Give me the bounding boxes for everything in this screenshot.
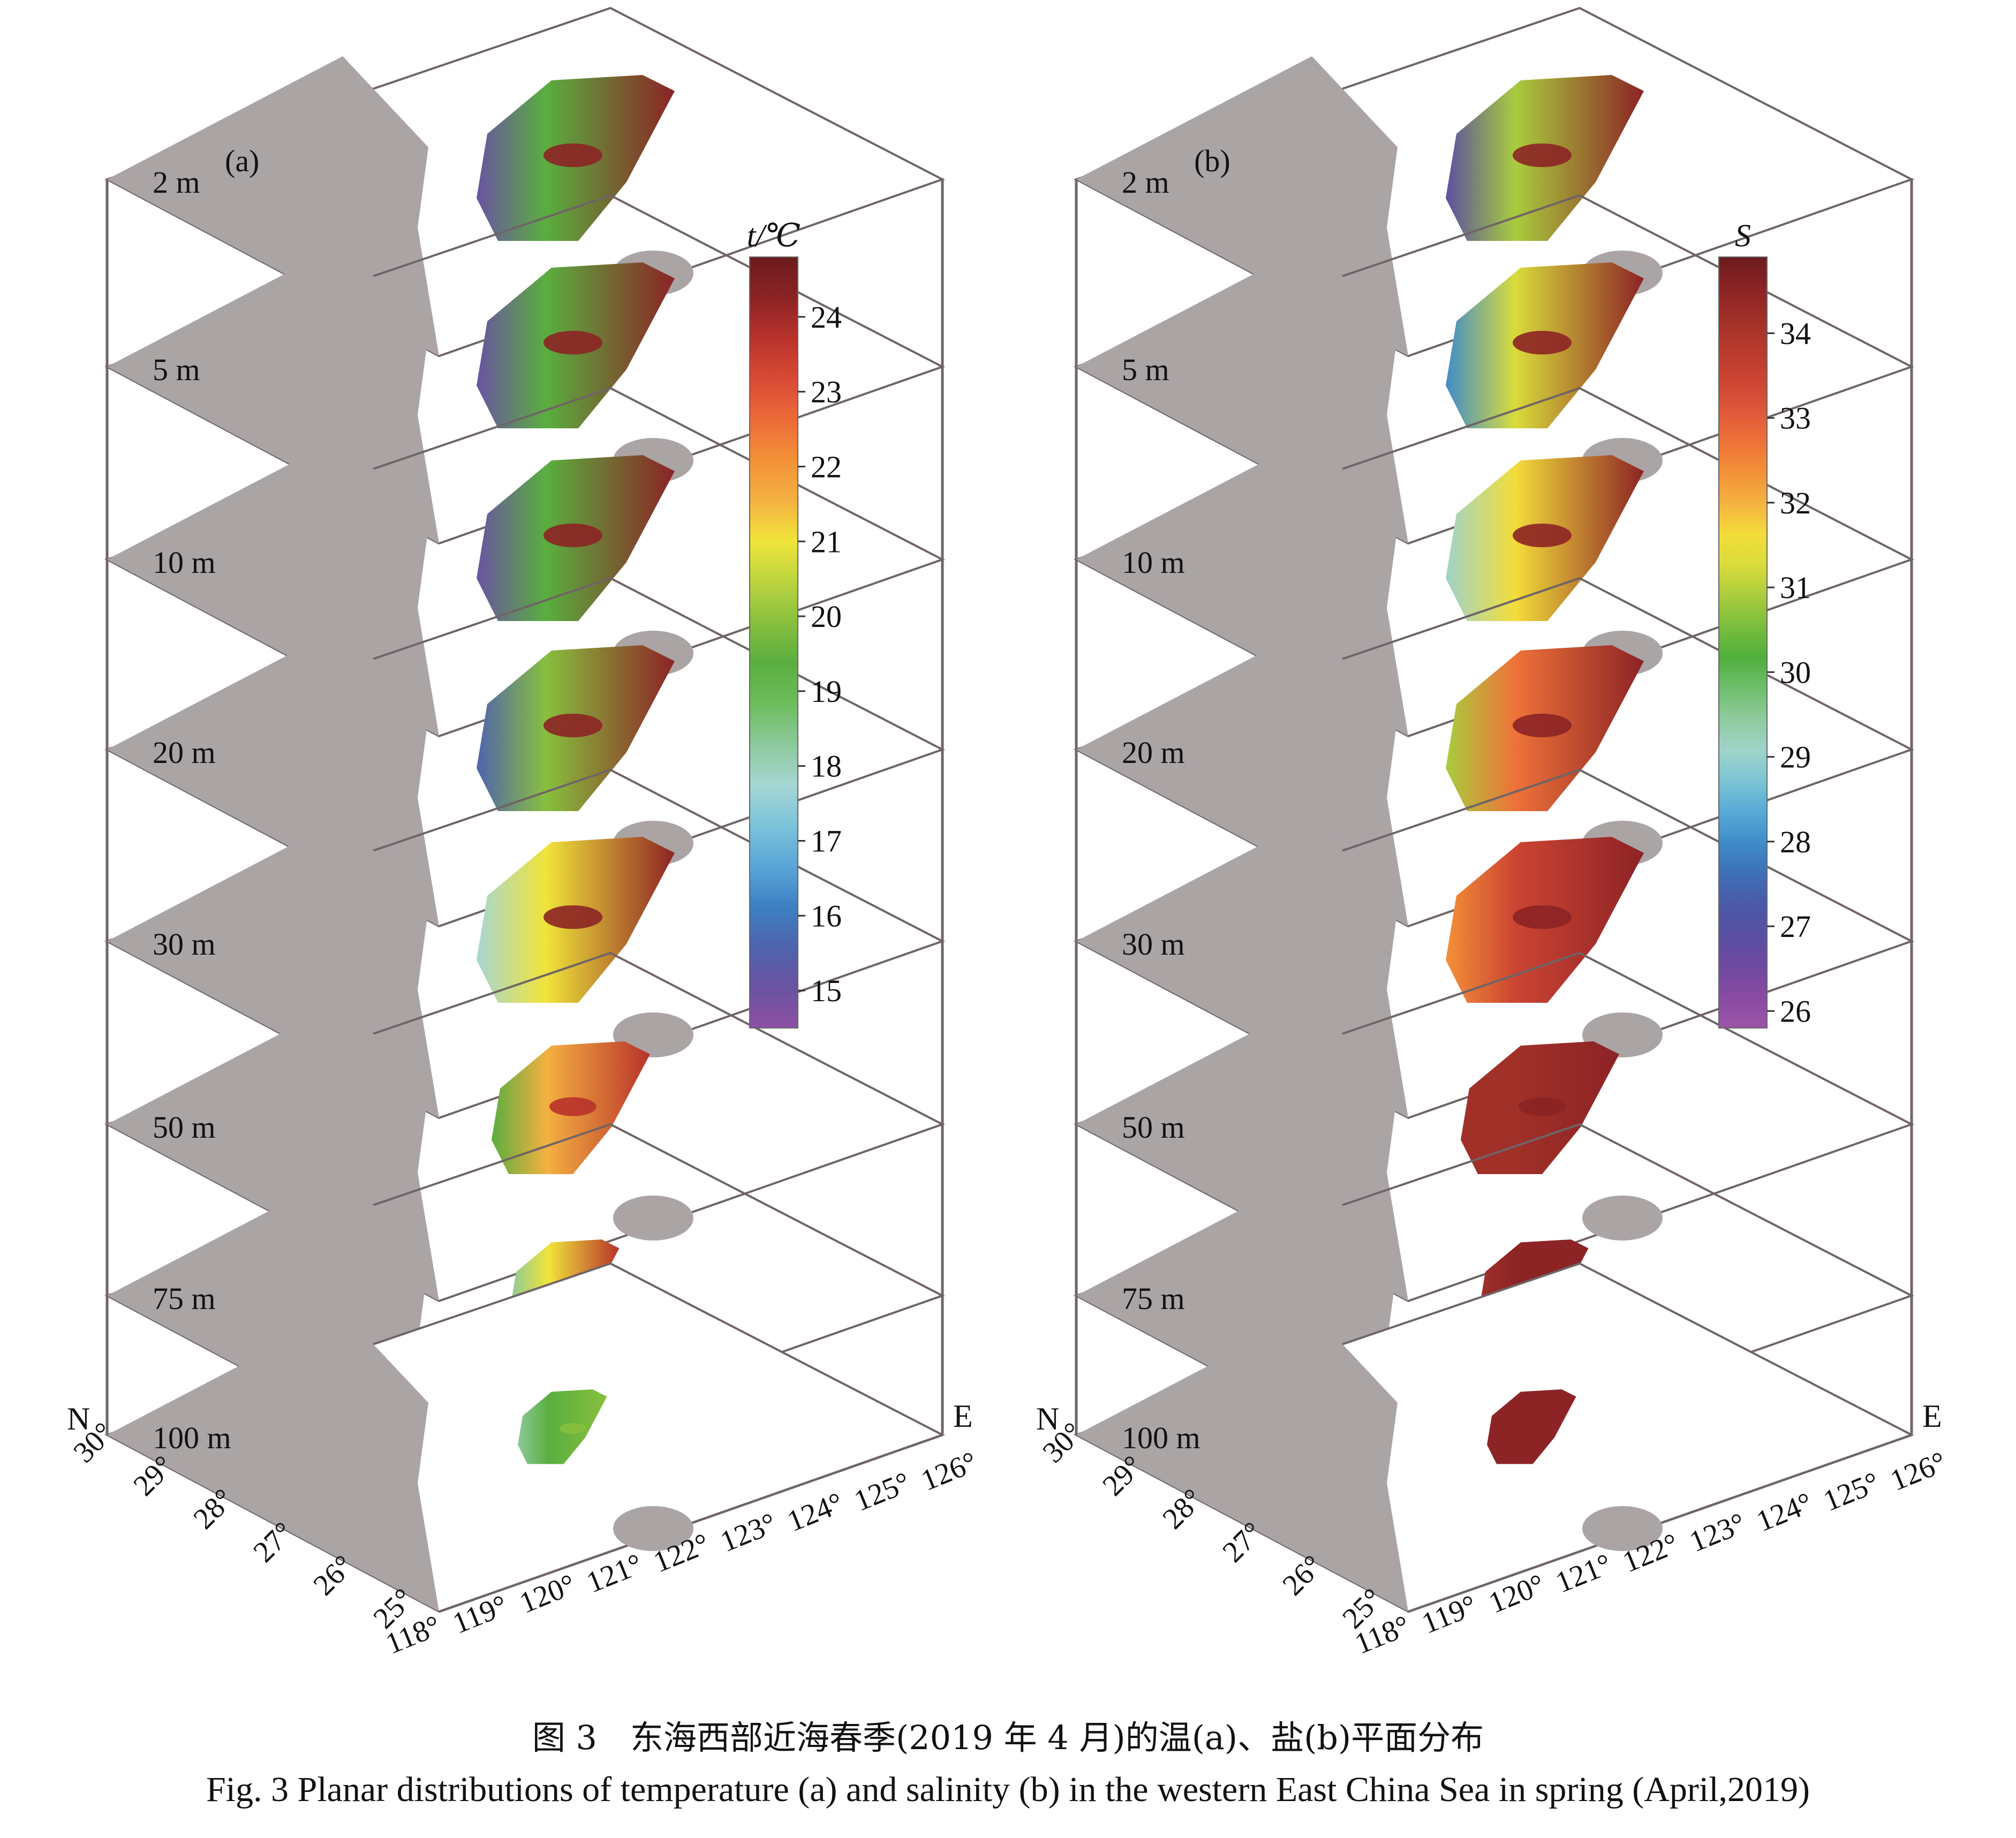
core-marker [560,1423,586,1434]
colorbar-tick-label: 26 [1780,994,1811,1028]
colorbar-tick-label: 15 [811,973,842,1008]
panel-a-temperature: 2 m 5 m 10 m 20 m 30 m 50 m 75 m 100 m (a) t/℃ 24 2… [67,6,982,1661]
colorbar: S 34 33 32 31 30 29 28 27 26 [1718,218,1811,1028]
colorbar-tick-label: 21 [811,524,842,559]
core-marker [543,331,602,354]
lon-tick-label: 125° [1819,1466,1884,1518]
island-shape [613,1506,693,1551]
depth-label: 10 m [153,545,216,580]
core-marker [1513,714,1572,737]
depth-label: 20 m [1122,735,1185,770]
depth-label: 50 m [153,1110,216,1145]
island-shape [613,1196,693,1241]
depth-label: 30 m [153,927,216,962]
colorbar-tick-label: 29 [1780,740,1811,775]
colorbar-tick-label: 19 [811,674,842,709]
colorbar-tick-label: 20 [811,599,842,634]
lon-tick-label: 125° [850,1466,915,1518]
depth-label: 100 m [153,1420,231,1455]
core-marker [1513,905,1572,929]
east-label: E [953,1398,973,1434]
depth-label: 2 m [153,165,200,200]
depth-layer: 100 m [104,1262,946,1613]
lon-tick-label: 123° [716,1507,781,1559]
lon-tick-label: 124° [783,1486,848,1538]
colorbar-tick-label: 22 [811,449,842,484]
depth-label: 75 m [1122,1281,1185,1316]
depth-label: 10 m [1122,545,1185,580]
north-label: N [67,1401,90,1436]
depth-label: 20 m [153,735,216,770]
lon-tick-label: 126° [1886,1446,1951,1497]
colorbar-tick-label: 32 [1780,486,1811,520]
core-marker [543,143,602,167]
colorbar-tick-label: 16 [811,898,842,933]
north-label: N [1036,1401,1059,1436]
core-marker [543,524,602,547]
colorbar-title: t/℃ [747,218,801,253]
depth-layer: 100 m [1073,1262,1915,1613]
colorbar-tick-label: 27 [1780,909,1811,944]
land-mass [107,1312,439,1612]
depth-label: 30 m [1122,927,1185,962]
island-shape [1582,1196,1663,1241]
depth-label: 75 m [153,1281,216,1316]
colorbar-tick-label: 30 [1780,655,1811,690]
colorbar-title: S [1735,218,1751,253]
colorbar-tick-label: 34 [1780,316,1811,351]
core-marker [1519,1097,1566,1116]
figure-caption-english: Fig. 3 Planar distributions of temperatu… [206,1770,1810,1809]
figure-canvas: 2 m 5 m 10 m 20 m 30 m 50 m 75 m 100 m (a) t/℃ 24 2… [67,6,1951,1661]
colorbar-tick-label: 17 [811,823,842,858]
core-marker [543,714,602,737]
depth-label: 100 m [1122,1420,1200,1455]
depth-label: 2 m [1122,165,1169,200]
lon-tick-label: 126° [917,1446,982,1497]
island-shape [1582,1506,1663,1551]
colorbar-bar [749,256,798,1028]
panel-b-salinity: 2 m 5 m 10 m 20 m 30 m 50 m 75 m 100 m (b) S 34 33 3… [1036,6,1951,1661]
colorbar-bar [1718,256,1768,1028]
colorbar-tick-label: 18 [811,749,842,784]
core-marker [1529,1423,1556,1434]
core-marker [1513,331,1572,354]
core-marker [543,905,602,929]
depth-label: 50 m [1122,1110,1185,1145]
colorbar-tick-label: 28 [1780,825,1811,859]
colorbar-tick-label: 24 [811,300,842,335]
core-marker [549,1097,597,1116]
core-marker [1513,143,1572,167]
land-mass [1076,1312,1408,1612]
colorbar-tick-label: 23 [811,375,842,410]
depth-label: 5 m [1122,352,1169,387]
colorbar-tick-label: 31 [1780,570,1811,605]
east-label: E [1922,1398,1942,1434]
panel-letter: (b) [1194,143,1230,178]
lon-tick-label: 124° [1752,1486,1817,1538]
figure-caption-chinese: 图 3 东海西部近海春季(2019 年 4 月)的温(a)、盐(b)平面分布 [532,1718,1484,1757]
depth-label: 5 m [153,352,200,387]
core-marker [1513,524,1572,547]
colorbar-tick-label: 33 [1780,401,1811,436]
panel-letter: (a) [225,143,259,178]
lon-tick-label: 123° [1685,1507,1750,1559]
colorbar: t/℃ 24 23 22 21 20 19 18 17 16 15 [747,218,842,1028]
